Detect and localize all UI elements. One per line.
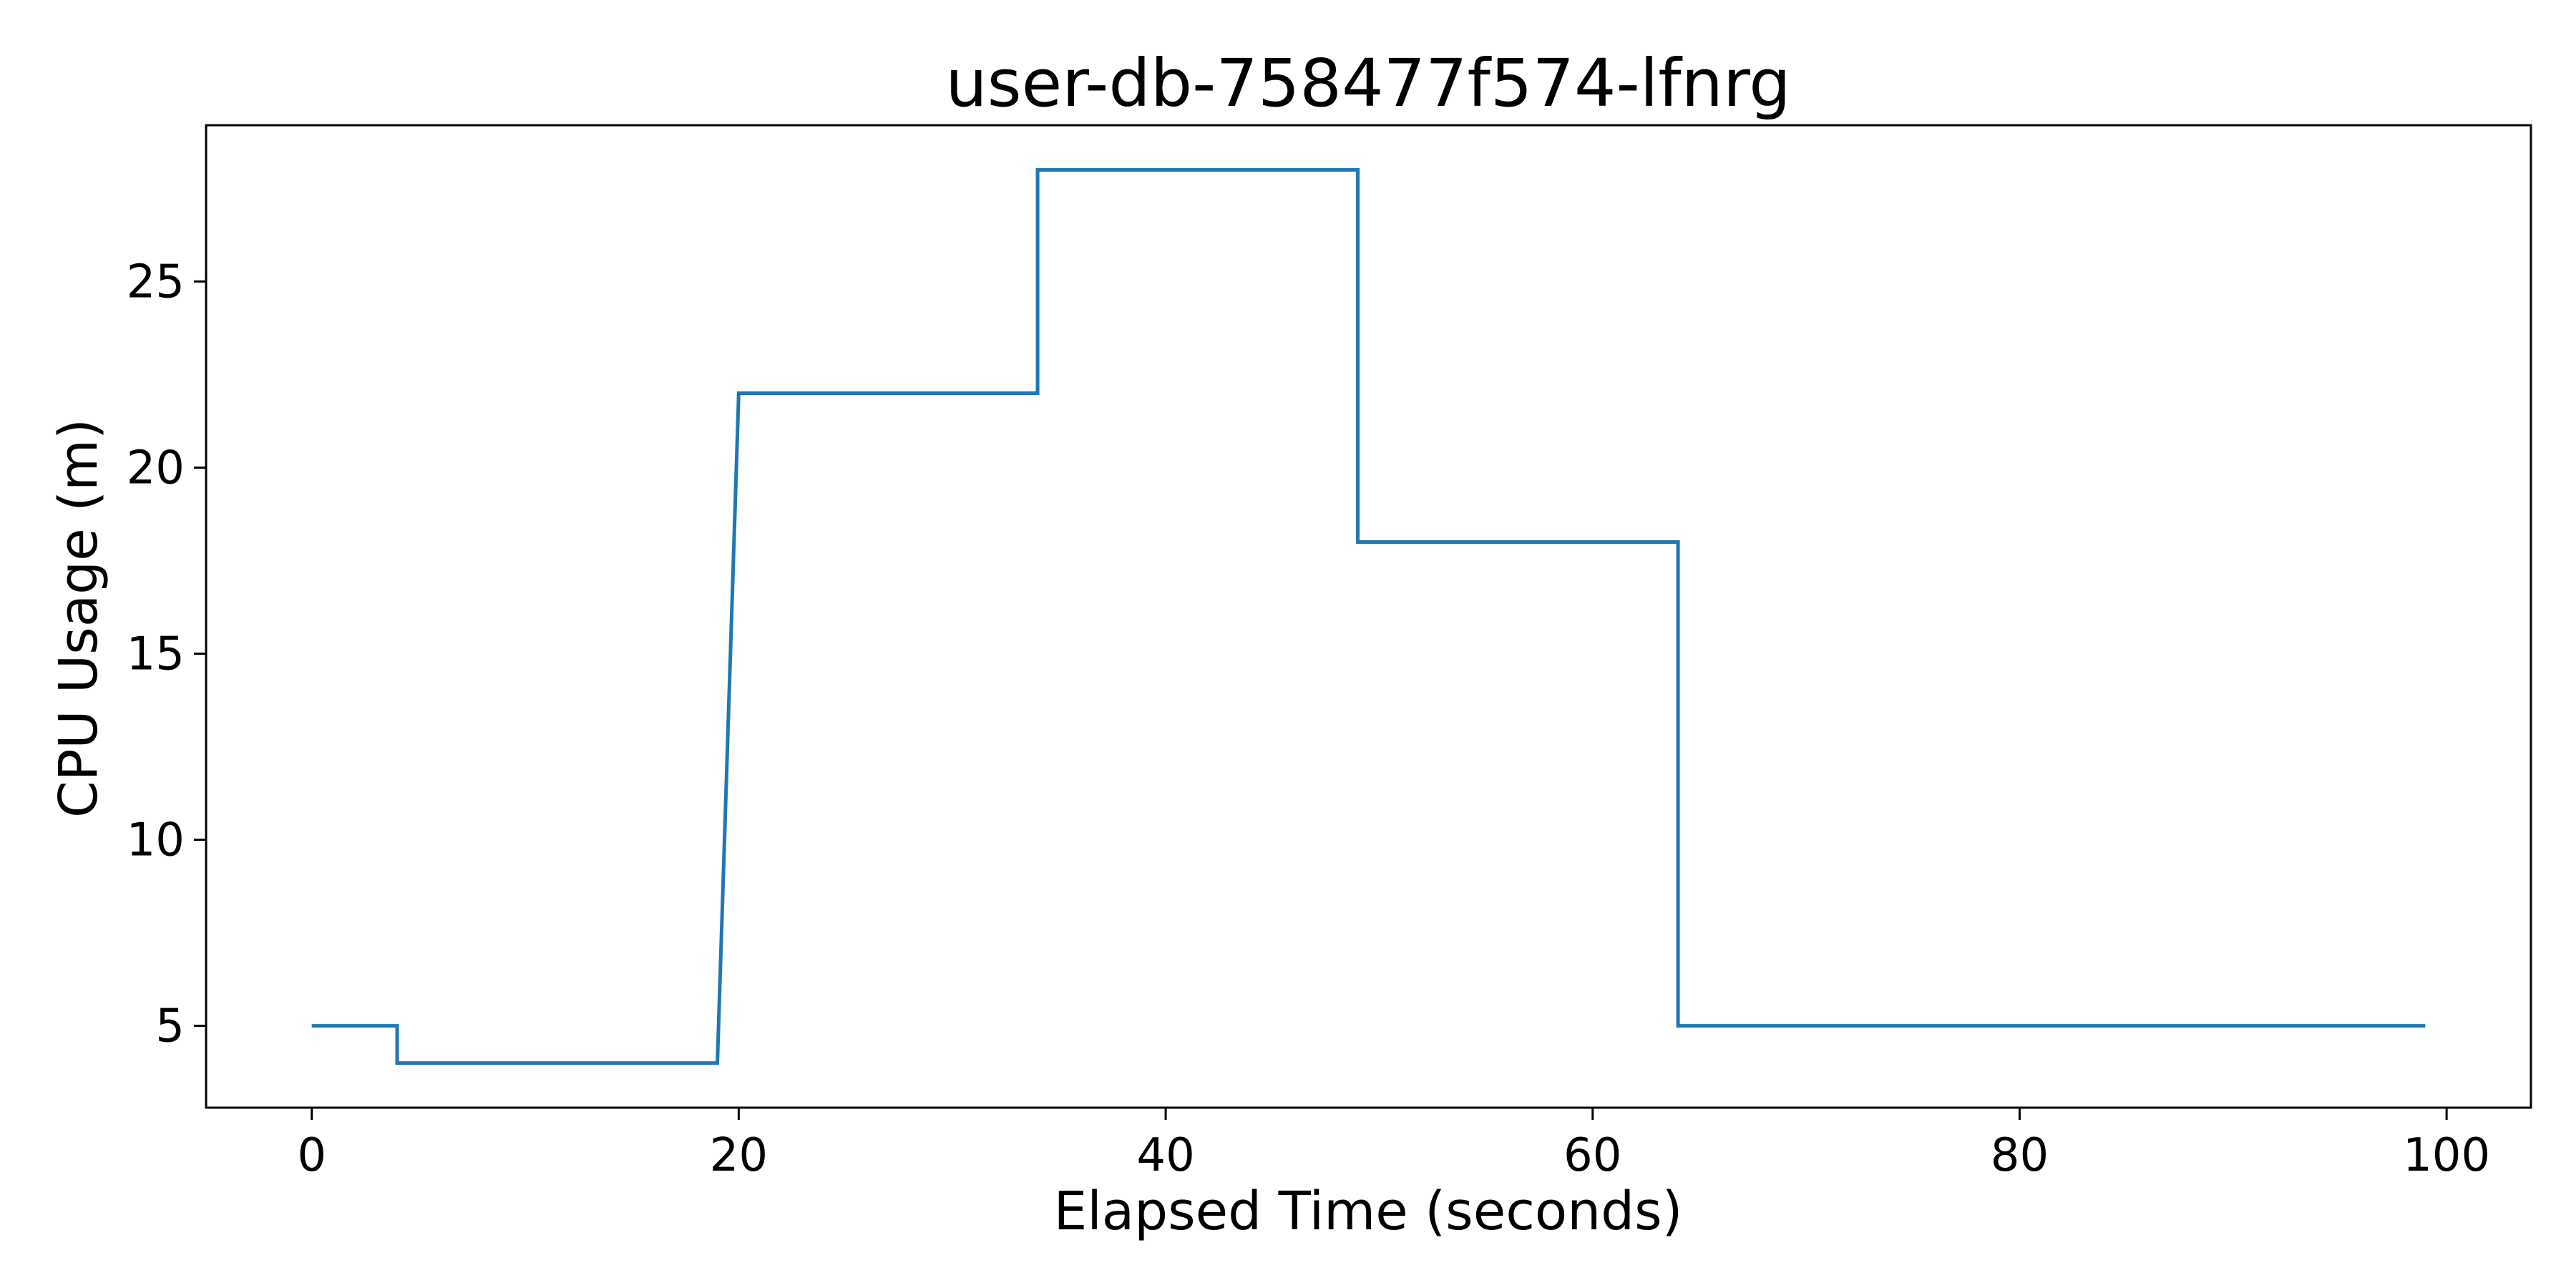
y-tick-label: 25 [127,255,185,308]
x-tick-label: 0 [297,1129,326,1182]
x-tick-label: 20 [710,1129,768,1182]
axes: 0 20 40 60 80 100 5 10 15 20 25 [127,124,2532,1182]
y-axis-label: CPU Usage (m) [48,419,109,818]
plot-area [311,167,2426,1065]
x-tick-label: 100 [2403,1129,2490,1182]
y-tick-label: 15 [127,628,185,681]
x-tick-label: 60 [1563,1129,1621,1182]
y-tick-label: 5 [155,1000,185,1053]
y-tick-label: 10 [127,814,185,867]
y-tick-label: 20 [127,441,185,494]
plot-frame [205,124,2532,1109]
x-tick-label: 40 [1136,1129,1194,1182]
x-axis-label: Elapsed Time (seconds) [1053,1181,1682,1242]
x-tick-label: 80 [1991,1129,2049,1182]
chart-title: user-db-758477f574-lfnrg [945,45,1790,122]
series-line-0 [311,167,2426,1065]
